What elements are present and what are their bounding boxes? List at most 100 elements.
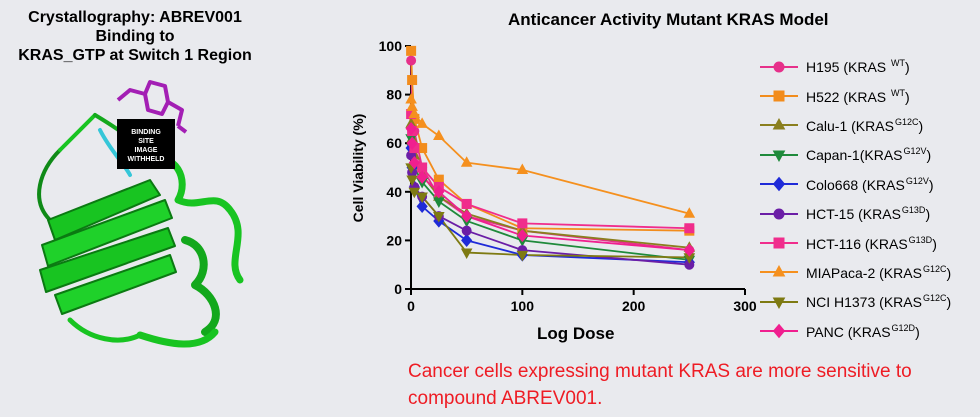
legend-item-3: Calu-1 (KRASG12C) — [758, 111, 951, 140]
data-point-s8-5 — [433, 129, 445, 141]
legend-genotype: G12C — [922, 263, 947, 274]
legend-item-8: MIAPaca-2 (KRASG12C) — [758, 258, 951, 287]
legend-marker — [772, 265, 786, 277]
data-point-s9-7 — [516, 250, 529, 262]
legend-swatch-3 — [760, 118, 798, 130]
placeholder-line-4: WITHHELD — [128, 156, 165, 163]
series-line-10 — [410, 128, 690, 252]
legend-label-2: H522 (KRAS WT) — [806, 87, 910, 105]
legend-swatch-10 — [760, 323, 798, 339]
legend-genotype: G13D — [901, 205, 926, 216]
y-tick-label: 20 — [386, 232, 402, 248]
x-tick-label: 200 — [622, 298, 646, 314]
data-point-s2-1 — [406, 45, 417, 56]
data-point-s10-4 — [416, 170, 428, 184]
legend-swatch-8 — [760, 265, 798, 277]
legend-series-name: Calu-1 — [806, 117, 848, 134]
legend-series-name: H195 — [806, 59, 840, 76]
legend-marker — [772, 323, 786, 339]
data-point-s10-2 — [406, 136, 418, 150]
series-line-1 — [410, 60, 690, 252]
legend-item-10: PANC (KRASG12D) — [758, 317, 951, 346]
legend-item-1: H195 (KRAS WT) — [758, 52, 951, 81]
y-tick-label: 60 — [386, 135, 402, 151]
data-point-s6-6 — [461, 225, 472, 236]
title-line-2: Binding to — [95, 28, 175, 45]
legend-label-4: Capan-1(KRASG12V) — [806, 146, 932, 164]
legend-genotype: WT — [891, 87, 906, 98]
legend-series-name: H522 — [806, 88, 840, 105]
title-line-1: Crystallography: ABREV001 — [28, 9, 242, 26]
legend-item-6: HCT-15 (KRASG13D) — [758, 199, 951, 228]
legend-label-6: HCT-15 (KRASG13D) — [806, 205, 931, 223]
legend-marker — [773, 208, 785, 220]
data-point-s2-2 — [407, 75, 418, 86]
x-tick-label: 0 — [407, 298, 415, 314]
legend-swatch-6 — [760, 208, 798, 220]
y-axis-label: Cell Viability (%) — [350, 113, 366, 223]
legend-item-9: NCI H1373 (KRASG12C) — [758, 287, 951, 316]
series-lines — [410, 50, 690, 266]
legend-series-name: NCI H1373 — [806, 294, 876, 311]
legend-label-5: Colo668 (KRASG12V) — [806, 175, 934, 193]
data-point-s9-5 — [433, 212, 445, 223]
y-tick-label: 100 — [379, 38, 403, 54]
legend-series-name: MIAPaca-2 — [806, 264, 876, 281]
title-line-3: KRAS_GTP at Switch 1 Region — [18, 47, 252, 64]
legend-label-1: H195 (KRAS WT) — [806, 58, 910, 76]
legend-label-3: Calu-1 (KRASG12C) — [806, 116, 924, 134]
legend-swatch-9 — [760, 297, 798, 309]
series-line-6 — [410, 155, 690, 266]
data-point-s8-6 — [460, 156, 473, 167]
footer-note: Cancer cells expressing mutant KRAS are … — [408, 361, 912, 409]
series-line-2 — [410, 50, 690, 232]
legend-marker — [772, 150, 786, 162]
legend-item-4: Capan-1(KRASG12V) — [758, 140, 951, 169]
protein-structure-image: BINDING SITE IMAGE WITHHELD — [37, 80, 244, 348]
legend-series-name: HCT-116 — [806, 235, 861, 252]
legend-label-8: MIAPaca-2 (KRASG12C) — [806, 263, 952, 281]
data-point-s7-6 — [461, 198, 472, 209]
placeholder-line-3: IMAGE — [135, 147, 158, 154]
crystallography-title: Crystallography: ABREV001 Binding to KRA… — [0, 8, 270, 65]
legend-marker — [772, 176, 786, 192]
legend-genotype: G12D — [891, 322, 916, 333]
legend-genotype: G12C — [922, 293, 947, 304]
legend-marker — [773, 90, 785, 102]
legend-swatch-1 — [760, 61, 798, 73]
legend-label-9: NCI H1373 (KRASG12C) — [806, 293, 952, 311]
data-point-s5-4 — [416, 199, 428, 214]
legend-genotype: G12V — [905, 175, 929, 186]
legend-marker — [773, 237, 785, 249]
legend-item-5: Colo668 (KRASG12V) — [758, 170, 951, 199]
chart-title: Anticancer Activity Mutant KRAS Model — [508, 10, 829, 29]
legend-label-10: PANC (KRASG12D) — [806, 322, 920, 340]
data-point-s10-3 — [408, 156, 420, 170]
data-point-s8-8 — [683, 207, 696, 218]
protein-ribbon — [37, 113, 244, 348]
legend-genotype: WT — [891, 58, 906, 69]
data-point-s7-8 — [684, 223, 695, 234]
x-tick-label: 100 — [511, 298, 535, 314]
legend-swatch-5 — [760, 176, 798, 192]
data-point-s10-7 — [516, 228, 528, 243]
x-axis-label: Log Dose — [537, 324, 615, 343]
series-markers — [405, 45, 696, 270]
chart-legend: H195 (KRAS WT) H522 (KRAS WT) Calu-1 (KRAS… — [758, 52, 951, 346]
x-tick-label: 300 — [733, 298, 757, 314]
legend-label-7: HCT-116 (KRASG13D) — [806, 234, 937, 252]
legend-item-7: HCT-116 (KRASG13D) — [758, 228, 951, 257]
legend-genotype: G12C — [894, 116, 919, 127]
data-point-s9-2 — [406, 175, 418, 187]
placeholder-line-2: SITE — [138, 138, 154, 145]
legend-series-name: Capan-1 — [806, 147, 860, 164]
legend-marker — [772, 297, 786, 309]
data-point-s9-6 — [460, 248, 473, 259]
binding-site-placeholder: BINDING SITE IMAGE WITHHELD — [117, 119, 175, 169]
data-point-s7-7 — [517, 218, 528, 229]
data-point-s8-3 — [408, 107, 421, 119]
legend-series-name: HCT-15 — [806, 206, 855, 223]
data-point-s10-5 — [433, 185, 445, 199]
legend-marker — [773, 61, 785, 73]
